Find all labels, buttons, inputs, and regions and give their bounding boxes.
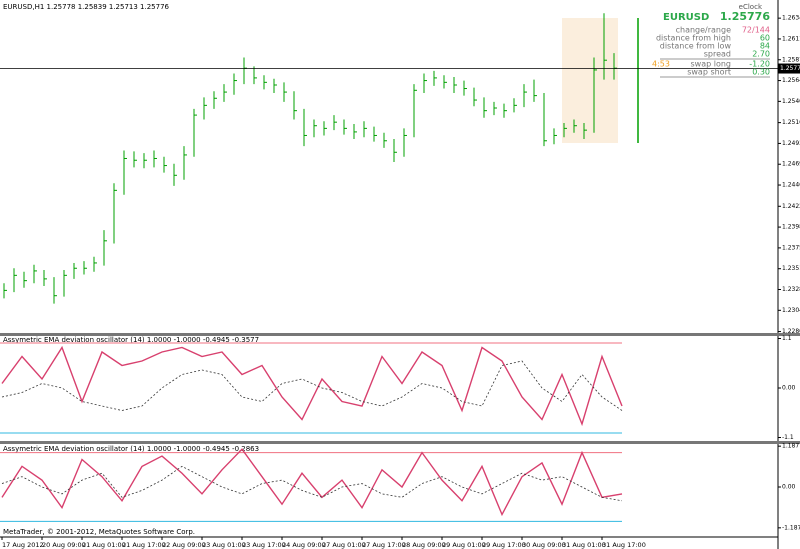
eclock-value: 0.30 (752, 68, 770, 77)
eclock-label: swap long (691, 60, 732, 69)
y-tick-label: 1.23045 (782, 307, 800, 314)
x-tick-label: 21 Aug 01:00 (82, 541, 126, 549)
eclock-timer: 4:53 (652, 60, 670, 69)
eclock-label: swap short (687, 68, 731, 77)
highlight-zone (562, 18, 618, 143)
x-tick-label: 29 Aug 01:00 (442, 541, 486, 549)
y-tick-label: 1.187 (782, 443, 799, 450)
y-tick-label: 1.24220 (782, 203, 800, 210)
y-tick-label: 1.25640 (782, 77, 800, 84)
y-tick-label: 1.1 (782, 335, 792, 342)
separator (0, 441, 800, 444)
x-tick-label: 31 Aug 01:00 (562, 541, 606, 549)
x-tick-label: 21 Aug 17:00 (122, 541, 166, 549)
eclock-value: 60 (760, 34, 770, 43)
y-tick-label: 1.23280 (782, 286, 800, 293)
y-tick-label: 1.22805 (782, 328, 800, 335)
eclock-value: 72/144 (742, 26, 770, 35)
x-tick-label: 22 Aug 09:00 (162, 541, 206, 549)
indicator-line (1, 345, 623, 427)
x-tick-label: 27 Aug 17:00 (362, 541, 406, 549)
separator (0, 333, 800, 336)
y-tick-label: 1.25165 (782, 119, 800, 126)
y-tick-label: -1.187 (782, 524, 800, 531)
y-tick-label: 1.23985 (782, 224, 800, 231)
y-tick-label: 1.24460 (782, 182, 800, 189)
y-tick-label: -1.1 (782, 434, 794, 441)
x-tick-label: 23 Aug 01:00 (202, 541, 246, 549)
y-tick-label: 1.23750 (782, 244, 800, 251)
last-price-label: 1.25776 (780, 65, 800, 72)
eclock-label: distance from low (660, 42, 732, 51)
x-tick-label: 30 Aug 09:00 (522, 541, 566, 549)
eclock-value: 84 (760, 42, 770, 51)
indicator-title: Assymetric EMA deviation oscillator (14)… (3, 336, 259, 344)
copyright: MetaTrader, © 2001-2012, MetaQuotes Soft… (3, 528, 195, 536)
y-tick-label: 1.25405 (782, 98, 800, 105)
x-tick-label: 28 Aug 09:00 (402, 541, 446, 549)
indicator-line (1, 360, 623, 411)
eclock-value: -1.20 (749, 60, 770, 69)
x-tick-label: 24 Aug 09:00 (282, 541, 326, 549)
y-tick-label: 1.23515 (782, 265, 800, 272)
eclock-title: eClock (739, 3, 763, 11)
chart-title: EURUSD,H1 1.25778 1.25839 1.25713 1.2577… (3, 3, 170, 11)
last-price-box (778, 63, 800, 74)
eclock-price: 1.25776 (720, 10, 770, 23)
y-tick-label: 1.24930 (782, 140, 800, 147)
indicator-line (1, 448, 623, 517)
x-tick-label: 27 Aug 01:00 (322, 541, 366, 549)
y-tick-label: 0.00 (782, 484, 796, 491)
eclock-symbol: EURUSD (663, 12, 709, 23)
x-tick-label: 29 Aug 17:00 (482, 541, 526, 549)
x-tick-label: 23 Aug 17:00 (242, 541, 286, 549)
x-tick-label: 31 Aug 17:00 (602, 541, 646, 549)
y-tick-label: 1.26345 (782, 15, 800, 22)
eclock-label: change/range (676, 26, 731, 35)
y-tick-label: 0.00 (782, 385, 796, 392)
x-tick-label: 20 Aug 09:00 (42, 541, 86, 549)
x-tick-label: 17 Aug 2012 (2, 541, 44, 549)
y-tick-label: 1.26110 (782, 35, 800, 42)
indicator-title: Assymetric EMA deviation oscillator (14)… (3, 445, 259, 453)
y-tick-label: 1.25875 (782, 56, 800, 63)
eclock-value: 2.70 (752, 50, 770, 59)
eclock-label: spread (704, 50, 731, 59)
eclock-label: distance from high (656, 34, 731, 43)
y-tick-label: 1.24695 (782, 161, 800, 168)
